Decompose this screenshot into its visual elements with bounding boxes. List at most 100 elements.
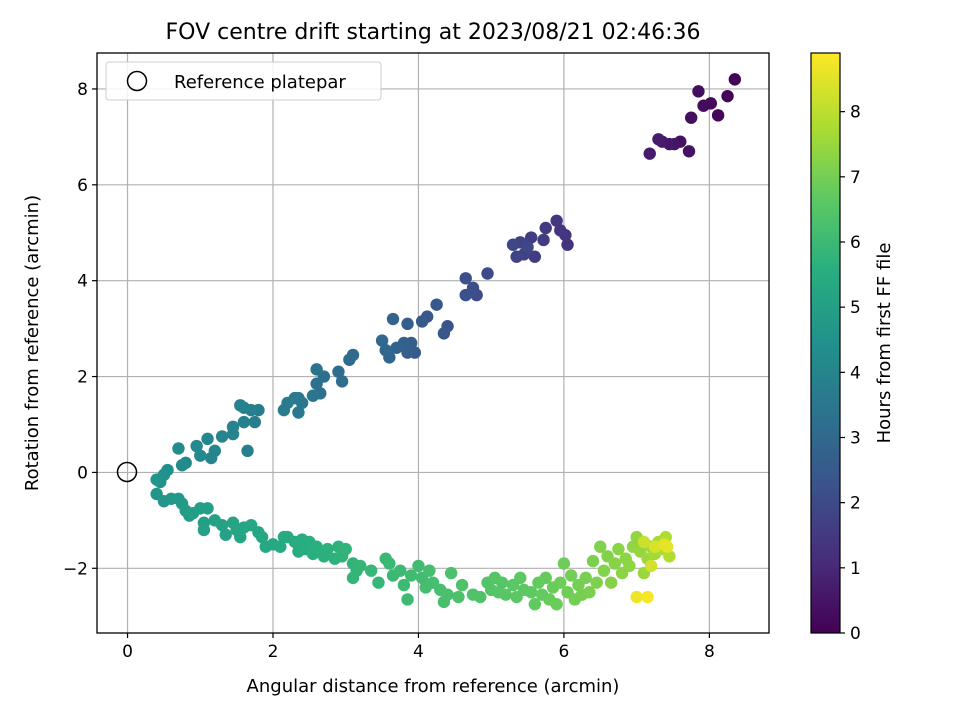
colorbar-tick-label: 3: [850, 428, 861, 448]
data-point: [554, 576, 567, 589]
colorbar-tick-label: 1: [850, 559, 861, 579]
colorbar-gradient: [810, 52, 841, 634]
data-point: [648, 540, 662, 553]
data-point: [364, 564, 378, 577]
data-point: [274, 540, 287, 553]
data-point: [226, 420, 240, 434]
data-point: [394, 564, 407, 577]
x-tick-label: 8: [704, 642, 715, 662]
data-point: [459, 288, 472, 302]
data-point: [643, 147, 656, 160]
y-axis-ticks: −2 0 2 4 6 8: [63, 80, 97, 579]
data-point: [579, 571, 592, 585]
data-point: [248, 415, 262, 429]
data-point: [524, 586, 538, 599]
data-point: [597, 564, 611, 577]
data-point: [215, 430, 229, 443]
x-tick-label: 0: [122, 642, 133, 662]
data-point: [401, 346, 414, 359]
data-point: [692, 85, 705, 98]
data-point: [237, 415, 251, 429]
data-point: [550, 214, 563, 227]
colorbar-tick-label: 2: [850, 494, 861, 514]
x-tick-label: 4: [413, 642, 424, 662]
data-point: [660, 540, 674, 553]
data-point: [386, 312, 400, 326]
x-tick-label: 2: [268, 642, 279, 662]
data-point: [539, 221, 552, 235]
data-point: [604, 576, 618, 589]
colorbar-tick-label: 6: [850, 233, 861, 253]
data-point: [335, 375, 349, 388]
legend: Reference platepar: [105, 61, 382, 101]
data-point: [521, 240, 534, 254]
data-point: [234, 530, 247, 544]
data-point: [697, 99, 710, 112]
data-point: [255, 530, 269, 544]
data-point: [372, 576, 385, 589]
colorbar-tick-label: 7: [850, 168, 861, 188]
legend-box: [105, 61, 382, 101]
data-point: [277, 403, 291, 417]
x-axis-label: Angular distance from reference (arcmin): [247, 676, 620, 697]
data-point: [204, 451, 218, 465]
reference-point-marker: [116, 461, 138, 483]
legend-marker-icon: [126, 70, 148, 92]
colorbar-tick-label: 4: [850, 363, 861, 383]
scatter-points: [150, 73, 742, 611]
data-point: [215, 518, 229, 532]
data-point: [608, 557, 622, 570]
data-point: [644, 559, 658, 573]
data-point: [172, 442, 185, 455]
data-point: [452, 590, 465, 604]
data-point: [375, 334, 389, 347]
data-point: [401, 317, 414, 331]
data-point: [332, 365, 345, 378]
data-point: [495, 576, 509, 589]
data-point: [339, 542, 352, 556]
data-point: [455, 578, 469, 592]
x-axis-ticks: 0 2 4 6 8: [122, 633, 715, 662]
data-point: [684, 111, 698, 124]
data-point: [404, 569, 418, 582]
y-tick-label: 4: [77, 272, 88, 292]
colorbar-tick-label: 5: [850, 298, 861, 318]
data-point: [401, 593, 414, 606]
data-point: [437, 327, 451, 340]
data-point: [459, 272, 472, 285]
y-axis-label: Rotation from reference (arcmin): [22, 195, 43, 491]
data-point: [528, 250, 542, 263]
y-tick-label: 6: [77, 176, 88, 196]
data-point: [354, 559, 367, 573]
data-point: [550, 598, 563, 611]
data-point: [343, 353, 356, 366]
data-point: [444, 566, 458, 580]
colorbar-tick-label: 0: [850, 624, 861, 644]
data-point: [630, 590, 643, 604]
y-tick-label: −2: [63, 559, 88, 579]
data-point: [612, 542, 625, 556]
data-point: [423, 564, 436, 577]
data-point: [682, 145, 696, 158]
chart-title: FOV centre drift starting at 2023/08/21 …: [166, 20, 701, 45]
data-point: [721, 89, 734, 103]
data-point: [499, 588, 512, 601]
data-point: [564, 569, 578, 582]
data-point: [234, 399, 247, 412]
data-point: [194, 449, 207, 462]
data-point: [586, 554, 600, 568]
data-point: [524, 231, 538, 244]
data-point: [292, 406, 305, 419]
data-point: [415, 315, 429, 328]
data-point: [397, 578, 411, 592]
plot-frame: [96, 52, 770, 634]
data-point: [310, 540, 323, 553]
data-point: [539, 571, 552, 585]
colorbar-ticks: 0 1 2 3 4 5 6 7 8: [840, 103, 861, 644]
data-point: [310, 377, 323, 390]
data-point: [537, 233, 550, 247]
data-point: [390, 341, 403, 354]
y-tick-label: 2: [77, 368, 88, 388]
data-point: [554, 224, 567, 237]
data-point: [201, 432, 214, 446]
